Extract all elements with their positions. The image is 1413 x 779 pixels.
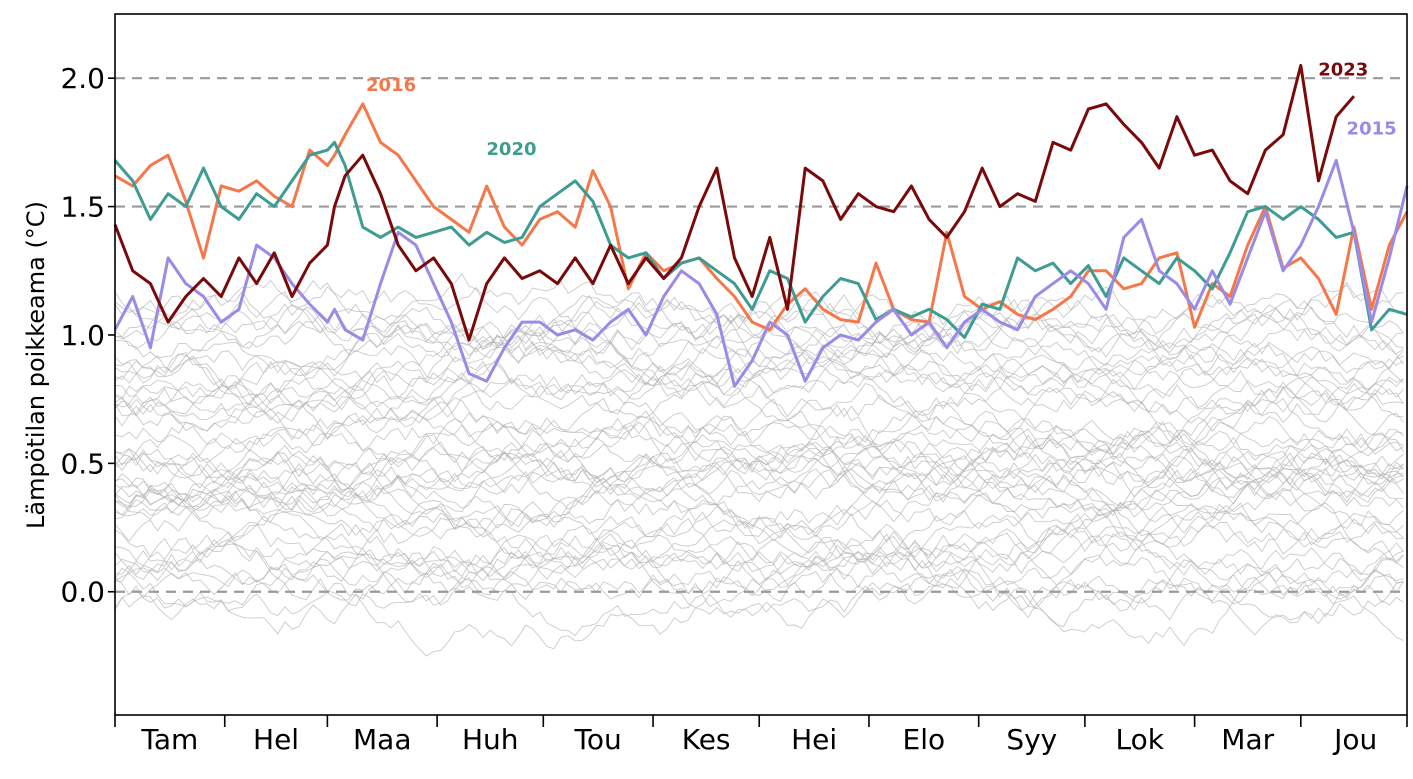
background-year-line — [114, 500, 1404, 585]
background-year-line — [114, 462, 1404, 571]
background-year-line — [114, 279, 1404, 364]
series-labels-group: 2016 2020 2015 2023 — [366, 60, 1397, 161]
y-axis-label: Lämpötilan poikkeama (°C) — [22, 201, 50, 529]
background-year-line — [114, 280, 1404, 353]
series-line-2015 — [113, 158, 1409, 388]
y-tick-label: 0.0 — [60, 576, 105, 609]
x-axis: Tam Hel Maa Huh Tou Kes Hei Elo Syy Lok Mar Jou — [114, 715, 1408, 756]
y-axis: 0.0 0.5 1.0 1.5 2.0 — [60, 62, 115, 609]
background-year-line — [114, 334, 1404, 443]
background-year-line — [114, 537, 1404, 635]
plot-frame — [114, 13, 1408, 716]
background-year-line — [114, 421, 1404, 494]
y-tick-label: 0.5 — [60, 447, 105, 480]
background-year-line — [114, 525, 1404, 603]
month-label-syy: Syy — [1006, 723, 1057, 756]
month-label-huh: Huh — [462, 723, 519, 756]
background-year-line — [114, 311, 1404, 388]
series-line-2023 — [113, 63, 1356, 342]
background-year-line — [114, 394, 1404, 473]
series-label-2016: 2016 — [366, 75, 416, 96]
month-label-tam: Tam — [140, 723, 198, 756]
y-tick-label: 1.5 — [60, 191, 105, 224]
background-year-line — [114, 352, 1404, 440]
series-label-2020: 2020 — [486, 139, 536, 160]
background-year-line — [114, 565, 1404, 637]
month-label-elo: Elo — [903, 723, 946, 756]
background-year-line — [114, 495, 1404, 589]
background-year-line — [114, 512, 1404, 600]
background-year-line — [114, 492, 1404, 570]
background-year-line — [114, 347, 1404, 427]
month-label-jou: Jou — [1332, 723, 1377, 756]
series-line-2020 — [113, 140, 1408, 339]
background-year-line — [114, 352, 1404, 466]
background-year-line — [114, 563, 1404, 657]
highlighted-series-group — [113, 63, 1409, 388]
background-year-line — [114, 344, 1404, 423]
background-years-group — [114, 272, 1404, 657]
background-year-line — [114, 291, 1404, 387]
month-label-kes: Kes — [682, 723, 731, 756]
month-label-mar: Mar — [1221, 723, 1274, 756]
month-label-hei: Hei — [791, 723, 837, 756]
month-label-maa: Maa — [353, 723, 411, 756]
background-year-line — [114, 344, 1404, 432]
background-year-line — [114, 421, 1404, 507]
background-year-line — [114, 462, 1404, 538]
month-label-lok: Lok — [1116, 723, 1165, 756]
series-label-2023: 2023 — [1318, 60, 1368, 81]
background-year-line — [114, 428, 1404, 514]
background-year-line — [114, 318, 1404, 404]
background-year-line — [114, 397, 1404, 470]
background-year-line — [114, 454, 1404, 537]
background-year-line — [114, 375, 1404, 458]
series-label-2015: 2015 — [1347, 119, 1397, 140]
month-label-hel: Hel — [253, 723, 299, 756]
y-tick-label: 1.0 — [60, 319, 105, 352]
background-year-line — [114, 500, 1404, 579]
background-year-line — [114, 360, 1404, 453]
background-year-line — [114, 447, 1404, 542]
background-year-line — [114, 439, 1404, 518]
background-year-line — [114, 551, 1404, 641]
background-year-line — [114, 431, 1404, 500]
y-tick-label: 2.0 — [60, 62, 105, 95]
background-year-line — [114, 488, 1404, 573]
background-year-line — [114, 508, 1404, 600]
background-year-line — [114, 457, 1404, 530]
month-label-tou: Tou — [574, 723, 622, 756]
reference-lines-group — [115, 77, 1407, 593]
background-year-line — [114, 397, 1404, 483]
background-year-line — [114, 446, 1404, 528]
